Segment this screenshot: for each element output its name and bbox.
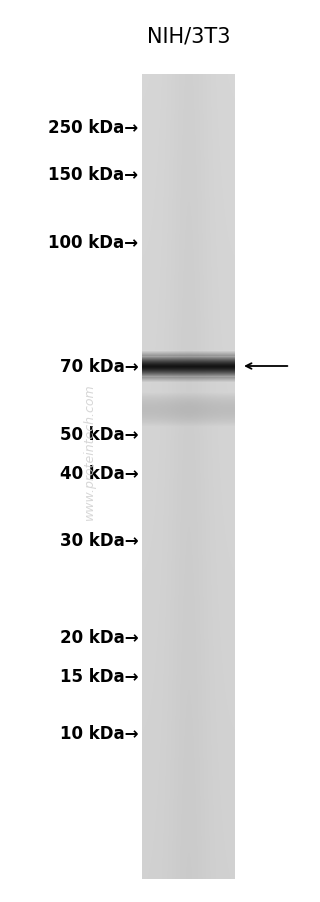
Text: 50 kDa→: 50 kDa→: [60, 426, 139, 444]
Text: 20 kDa→: 20 kDa→: [60, 629, 139, 647]
Text: 30 kDa→: 30 kDa→: [60, 531, 139, 549]
Text: 10 kDa→: 10 kDa→: [60, 724, 139, 742]
Text: www.proteintech.com: www.proteintech.com: [83, 382, 96, 520]
Text: 15 kDa→: 15 kDa→: [60, 667, 139, 686]
Text: NIH/3T3: NIH/3T3: [147, 27, 230, 47]
Text: 40 kDa→: 40 kDa→: [60, 465, 139, 483]
Text: 100 kDa→: 100 kDa→: [48, 234, 139, 252]
Text: 250 kDa→: 250 kDa→: [48, 119, 139, 137]
Text: 70 kDa→: 70 kDa→: [60, 357, 139, 375]
Text: 150 kDa→: 150 kDa→: [48, 166, 139, 184]
